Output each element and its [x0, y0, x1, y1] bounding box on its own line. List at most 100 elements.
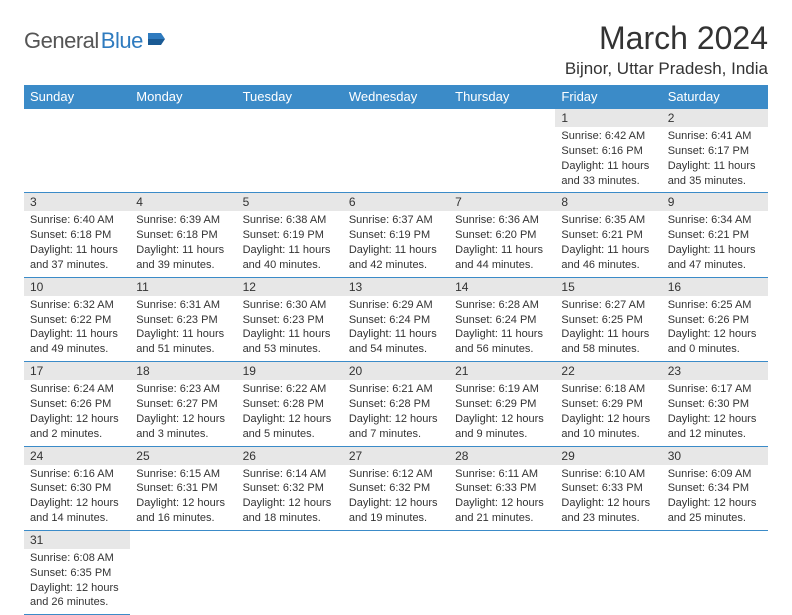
day-number	[343, 531, 449, 535]
day-number	[24, 109, 130, 113]
daylight-text: Daylight: 11 hours and 49 minutes.	[30, 327, 124, 357]
calendar-day-cell: 12Sunrise: 6:30 AMSunset: 6:23 PMDayligh…	[237, 277, 343, 361]
calendar-day-cell	[449, 109, 555, 193]
calendar-day-cell: 19Sunrise: 6:22 AMSunset: 6:28 PMDayligh…	[237, 362, 343, 446]
weekday-header: Thursday	[449, 85, 555, 109]
sunrise-text: Sunrise: 6:38 AM	[243, 213, 337, 228]
daylight-text: Daylight: 11 hours and 44 minutes.	[455, 243, 549, 273]
daylight-text: Daylight: 12 hours and 23 minutes.	[561, 496, 655, 526]
sunrise-text: Sunrise: 6:37 AM	[349, 213, 443, 228]
calendar-day-cell	[662, 530, 768, 614]
day-number	[343, 109, 449, 113]
sunrise-text: Sunrise: 6:08 AM	[30, 551, 124, 566]
calendar-day-cell: 15Sunrise: 6:27 AMSunset: 6:25 PMDayligh…	[555, 277, 661, 361]
logo-text-blue: Blue	[101, 28, 143, 54]
calendar-day-cell: 21Sunrise: 6:19 AMSunset: 6:29 PMDayligh…	[449, 362, 555, 446]
day-details: Sunrise: 6:36 AMSunset: 6:20 PMDaylight:…	[449, 211, 555, 276]
calendar-day-cell: 20Sunrise: 6:21 AMSunset: 6:28 PMDayligh…	[343, 362, 449, 446]
calendar-day-cell	[343, 109, 449, 193]
day-number: 23	[662, 362, 768, 380]
day-number	[449, 531, 555, 535]
calendar-day-cell: 2Sunrise: 6:41 AMSunset: 6:17 PMDaylight…	[662, 109, 768, 193]
day-number: 31	[24, 531, 130, 549]
calendar-day-cell	[343, 530, 449, 614]
day-number: 7	[449, 193, 555, 211]
day-number: 21	[449, 362, 555, 380]
day-details: Sunrise: 6:39 AMSunset: 6:18 PMDaylight:…	[130, 211, 236, 276]
sunrise-text: Sunrise: 6:17 AM	[668, 382, 762, 397]
sunset-text: Sunset: 6:27 PM	[136, 397, 230, 412]
calendar-day-cell: 11Sunrise: 6:31 AMSunset: 6:23 PMDayligh…	[130, 277, 236, 361]
calendar-day-cell: 28Sunrise: 6:11 AMSunset: 6:33 PMDayligh…	[449, 446, 555, 530]
day-details: Sunrise: 6:15 AMSunset: 6:31 PMDaylight:…	[130, 465, 236, 530]
sunrise-text: Sunrise: 6:14 AM	[243, 467, 337, 482]
sunset-text: Sunset: 6:32 PM	[243, 481, 337, 496]
calendar-day-cell: 8Sunrise: 6:35 AMSunset: 6:21 PMDaylight…	[555, 193, 661, 277]
calendar-day-cell: 9Sunrise: 6:34 AMSunset: 6:21 PMDaylight…	[662, 193, 768, 277]
sunrise-text: Sunrise: 6:10 AM	[561, 467, 655, 482]
calendar-day-cell: 29Sunrise: 6:10 AMSunset: 6:33 PMDayligh…	[555, 446, 661, 530]
calendar-day-cell: 6Sunrise: 6:37 AMSunset: 6:19 PMDaylight…	[343, 193, 449, 277]
day-details: Sunrise: 6:28 AMSunset: 6:24 PMDaylight:…	[449, 296, 555, 361]
day-details: Sunrise: 6:19 AMSunset: 6:29 PMDaylight:…	[449, 380, 555, 445]
calendar-day-cell: 26Sunrise: 6:14 AMSunset: 6:32 PMDayligh…	[237, 446, 343, 530]
day-number: 14	[449, 278, 555, 296]
sunset-text: Sunset: 6:18 PM	[136, 228, 230, 243]
sunrise-text: Sunrise: 6:41 AM	[668, 129, 762, 144]
sunset-text: Sunset: 6:18 PM	[30, 228, 124, 243]
day-details: Sunrise: 6:18 AMSunset: 6:29 PMDaylight:…	[555, 380, 661, 445]
day-details: Sunrise: 6:38 AMSunset: 6:19 PMDaylight:…	[237, 211, 343, 276]
calendar-week-row: 1Sunrise: 6:42 AMSunset: 6:16 PMDaylight…	[24, 109, 768, 193]
sunrise-text: Sunrise: 6:24 AM	[30, 382, 124, 397]
calendar-day-cell: 27Sunrise: 6:12 AMSunset: 6:32 PMDayligh…	[343, 446, 449, 530]
calendar-day-cell	[555, 530, 661, 614]
day-number	[130, 531, 236, 535]
day-details: Sunrise: 6:23 AMSunset: 6:27 PMDaylight:…	[130, 380, 236, 445]
day-number: 6	[343, 193, 449, 211]
location-subtitle: Bijnor, Uttar Pradesh, India	[565, 59, 768, 79]
day-number	[555, 531, 661, 535]
calendar-day-cell: 1Sunrise: 6:42 AMSunset: 6:16 PMDaylight…	[555, 109, 661, 193]
day-details: Sunrise: 6:12 AMSunset: 6:32 PMDaylight:…	[343, 465, 449, 530]
sunset-text: Sunset: 6:19 PM	[243, 228, 337, 243]
calendar-week-row: 17Sunrise: 6:24 AMSunset: 6:26 PMDayligh…	[24, 362, 768, 446]
daylight-text: Daylight: 12 hours and 16 minutes.	[136, 496, 230, 526]
logo: General Blue	[24, 28, 169, 54]
calendar-day-cell	[130, 530, 236, 614]
day-number: 9	[662, 193, 768, 211]
sunset-text: Sunset: 6:30 PM	[30, 481, 124, 496]
day-number: 8	[555, 193, 661, 211]
calendar-day-cell: 10Sunrise: 6:32 AMSunset: 6:22 PMDayligh…	[24, 277, 130, 361]
day-number: 26	[237, 447, 343, 465]
sunset-text: Sunset: 6:26 PM	[30, 397, 124, 412]
sunrise-text: Sunrise: 6:39 AM	[136, 213, 230, 228]
sunrise-text: Sunrise: 6:09 AM	[668, 467, 762, 482]
day-number: 24	[24, 447, 130, 465]
daylight-text: Daylight: 12 hours and 12 minutes.	[668, 412, 762, 442]
daylight-text: Daylight: 11 hours and 47 minutes.	[668, 243, 762, 273]
sunset-text: Sunset: 6:19 PM	[349, 228, 443, 243]
calendar-day-cell	[237, 109, 343, 193]
calendar-day-cell: 18Sunrise: 6:23 AMSunset: 6:27 PMDayligh…	[130, 362, 236, 446]
day-details: Sunrise: 6:11 AMSunset: 6:33 PMDaylight:…	[449, 465, 555, 530]
sunset-text: Sunset: 6:32 PM	[349, 481, 443, 496]
daylight-text: Daylight: 12 hours and 3 minutes.	[136, 412, 230, 442]
day-number: 13	[343, 278, 449, 296]
sunrise-text: Sunrise: 6:42 AM	[561, 129, 655, 144]
day-number: 20	[343, 362, 449, 380]
page-header: General Blue March 2024 Bijnor, Uttar Pr…	[24, 20, 768, 79]
sunrise-text: Sunrise: 6:28 AM	[455, 298, 549, 313]
day-number: 27	[343, 447, 449, 465]
sunset-text: Sunset: 6:25 PM	[561, 313, 655, 328]
sunset-text: Sunset: 6:28 PM	[349, 397, 443, 412]
day-details: Sunrise: 6:08 AMSunset: 6:35 PMDaylight:…	[24, 549, 130, 614]
day-details: Sunrise: 6:22 AMSunset: 6:28 PMDaylight:…	[237, 380, 343, 445]
day-details: Sunrise: 6:41 AMSunset: 6:17 PMDaylight:…	[662, 127, 768, 192]
sunrise-text: Sunrise: 6:19 AM	[455, 382, 549, 397]
weekday-header: Monday	[130, 85, 236, 109]
calendar-day-cell: 31Sunrise: 6:08 AMSunset: 6:35 PMDayligh…	[24, 530, 130, 614]
calendar-day-cell: 13Sunrise: 6:29 AMSunset: 6:24 PMDayligh…	[343, 277, 449, 361]
calendar-day-cell: 23Sunrise: 6:17 AMSunset: 6:30 PMDayligh…	[662, 362, 768, 446]
sunset-text: Sunset: 6:23 PM	[243, 313, 337, 328]
calendar-day-cell: 22Sunrise: 6:18 AMSunset: 6:29 PMDayligh…	[555, 362, 661, 446]
